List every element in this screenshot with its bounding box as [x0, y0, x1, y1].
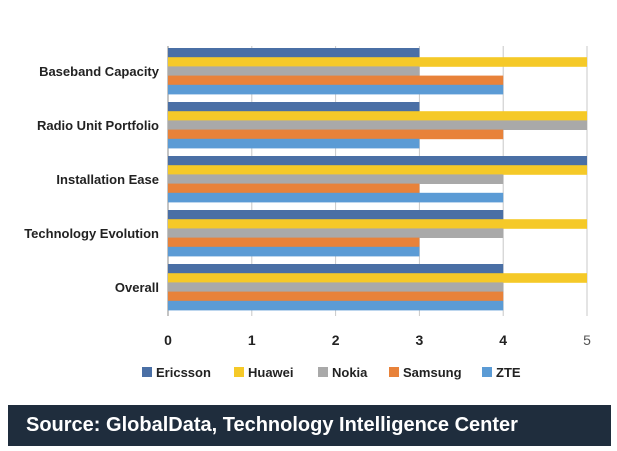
- legend-label-samsung: Samsung: [403, 365, 462, 380]
- bar-zte-installation-ease: [168, 192, 504, 203]
- bar-huawei-overall: [168, 273, 587, 283]
- category-label-installation-ease: Installation Ease: [56, 172, 159, 187]
- category-label-technology-evolution: Technology Evolution: [24, 226, 159, 241]
- bar-ericsson-installation-ease: [168, 156, 587, 166]
- bar-huawei-radio-unit-portfolio: [168, 111, 587, 121]
- bar-samsung-radio-unit-portfolio: [168, 129, 504, 140]
- category-label-baseband-capacity: Baseband Capacity: [39, 64, 160, 79]
- category-label-overall: Overall: [115, 280, 159, 295]
- bar-nokia-installation-ease: [168, 174, 504, 184]
- bar-samsung-technology-evolution: [168, 237, 420, 248]
- bar-zte-radio-unit-portfolio: [168, 138, 420, 149]
- bar-samsung-overall: [168, 291, 504, 302]
- category-label-radio-unit-portfolio: Radio Unit Portfolio: [37, 118, 159, 133]
- bar-ericsson-radio-unit-portfolio: [168, 102, 420, 112]
- source-banner: Source: GlobalData, Technology Intellige…: [8, 405, 611, 446]
- bar-huawei-technology-evolution: [168, 219, 587, 229]
- legend-swatch-huawei: [234, 367, 244, 377]
- bar-zte-overall: [168, 300, 504, 311]
- category-labels: Baseband Capacity Radio Unit Portfolio Ins…: [24, 64, 160, 295]
- legend-label-zte: ZTE: [496, 365, 521, 380]
- bars: [168, 48, 587, 311]
- bar-samsung-installation-ease: [168, 183, 420, 194]
- legend-label-nokia: Nokia: [332, 365, 368, 380]
- legend-swatch-zte: [482, 367, 492, 377]
- bar-ericsson-baseband-capacity: [168, 48, 420, 58]
- x-tick-label-5: 5: [583, 332, 591, 348]
- source-text: Source: GlobalData, Technology Intellige…: [26, 414, 518, 436]
- x-tick-label-3: 3: [416, 332, 424, 348]
- legend-swatch-ericsson: [142, 367, 152, 377]
- x-axis-ticks: 0 1 2 3 4 5: [164, 332, 591, 348]
- bar-ericsson-technology-evolution: [168, 210, 504, 220]
- bar-samsung-baseband-capacity: [168, 75, 504, 86]
- legend-swatch-samsung: [389, 367, 399, 377]
- x-tick-label-4: 4: [499, 332, 507, 348]
- bar-zte-baseband-capacity: [168, 84, 504, 95]
- bar-nokia-technology-evolution: [168, 228, 504, 238]
- bar-huawei-baseband-capacity: [168, 57, 587, 67]
- legend: Ericsson Huawei Nokia Samsung ZTE: [142, 365, 521, 380]
- bar-nokia-baseband-capacity: [168, 66, 420, 76]
- legend-label-ericsson: Ericsson: [156, 365, 211, 380]
- bar-chart: Baseband Capacity Radio Unit Portfolio Ins…: [24, 46, 591, 380]
- bar-huawei-installation-ease: [168, 165, 587, 175]
- bar-zte-technology-evolution: [168, 246, 420, 257]
- x-tick-label-0: 0: [164, 332, 172, 348]
- bar-nokia-radio-unit-portfolio: [168, 120, 587, 130]
- x-tick-label-2: 2: [332, 332, 340, 348]
- x-tick-label-1: 1: [248, 332, 256, 348]
- legend-swatch-nokia: [318, 367, 328, 377]
- bar-nokia-overall: [168, 282, 504, 292]
- bar-ericsson-overall: [168, 264, 504, 274]
- legend-label-huawei: Huawei: [248, 365, 294, 380]
